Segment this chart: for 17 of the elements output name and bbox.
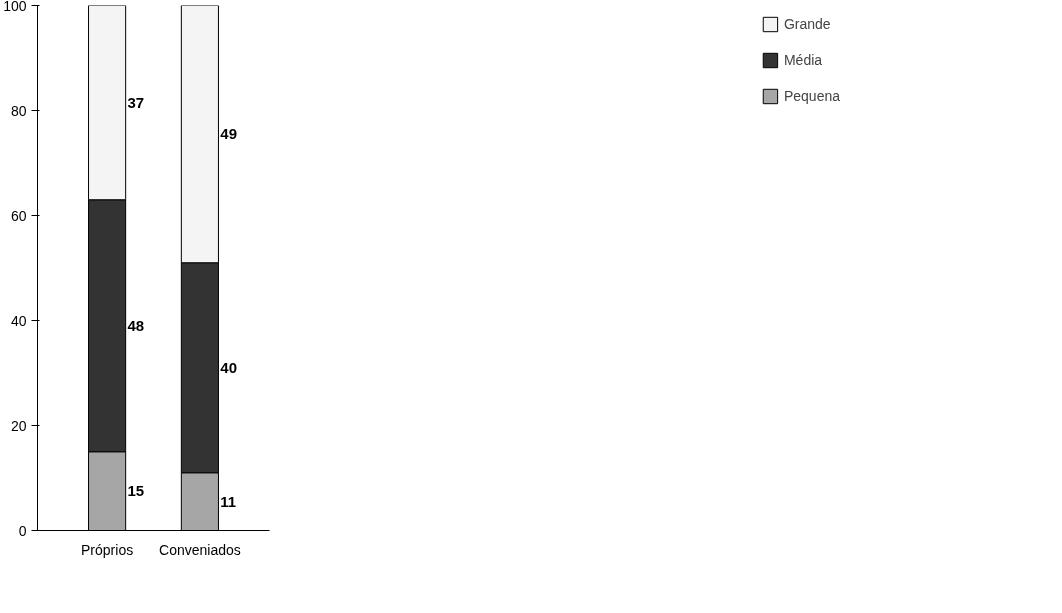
data-label: 49 bbox=[220, 125, 237, 143]
y-tick-label: 40 bbox=[10, 312, 27, 329]
y-tick-label: 100 bbox=[3, 0, 27, 14]
x-tick-label: Próprios bbox=[81, 541, 134, 558]
data-label: 11 bbox=[220, 492, 237, 510]
y-tick-label: 20 bbox=[10, 417, 27, 434]
data-label: 15 bbox=[127, 482, 145, 500]
data-label: 37 bbox=[127, 93, 145, 111]
data-label: 40 bbox=[220, 358, 237, 376]
legend-label: Grande bbox=[783, 16, 831, 32]
y-tick-label: 0 bbox=[18, 522, 27, 539]
data-label: 48 bbox=[127, 316, 145, 334]
legend-label: Pequena bbox=[783, 88, 840, 104]
y-tick-label: 60 bbox=[10, 207, 27, 224]
legend-label: Média bbox=[783, 52, 823, 68]
x-tick-label: Conveniados bbox=[159, 541, 241, 558]
y-tick-label: 80 bbox=[10, 102, 27, 119]
